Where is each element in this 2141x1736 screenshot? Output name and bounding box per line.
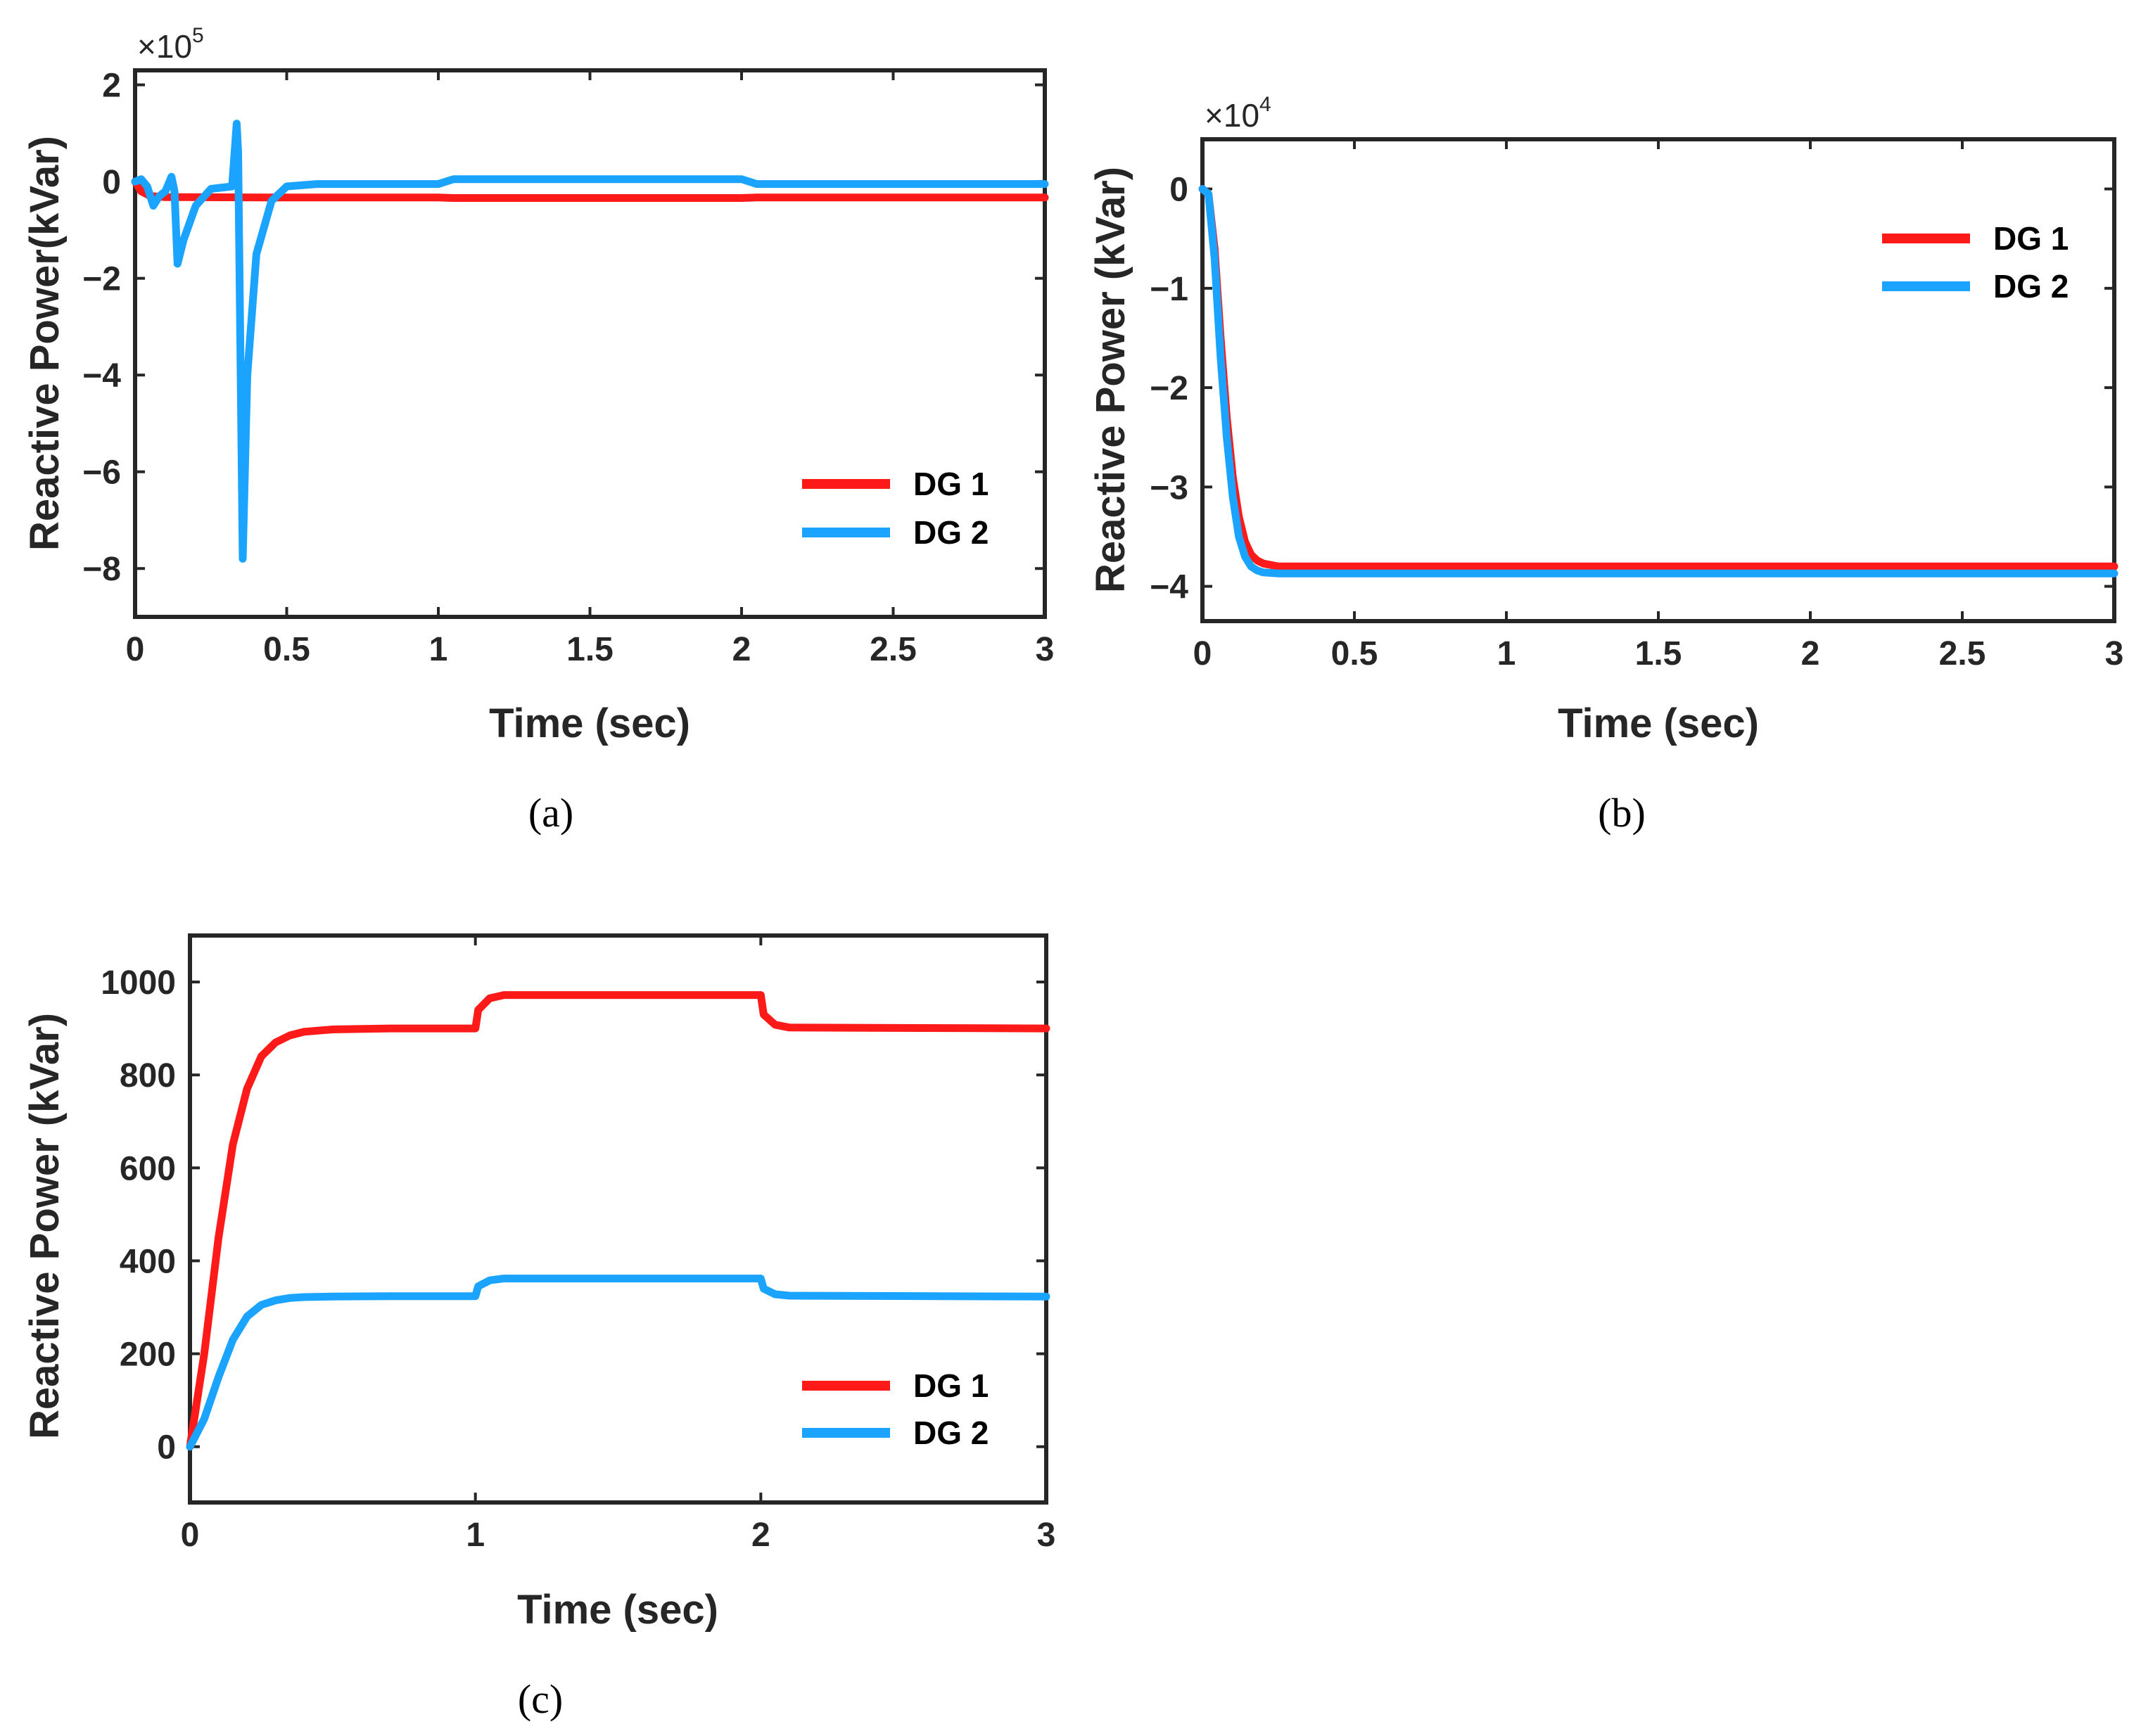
x-tick-label: 3	[1037, 1517, 1056, 1554]
y-ticks-c: 1000 800 600 400 200 0	[101, 964, 1046, 1467]
y-tick-label: −2	[82, 261, 121, 298]
x-tick-label: 0.5	[1331, 635, 1378, 672]
legend-label-dg1-b: DG 1	[1993, 220, 2069, 257]
x-tick-label: 1	[429, 631, 448, 668]
multiplier-a: ×105	[137, 24, 204, 65]
caption-a: (a)	[528, 790, 573, 836]
y-tick-label: −8	[82, 551, 121, 588]
series-line-dg1	[1198, 185, 2118, 570]
legend-c: DG 1 DG 2	[802, 1367, 989, 1451]
series-lines-b	[1198, 185, 2118, 577]
y-axis-label-c: Reactive Power (kVar)	[22, 1013, 68, 1439]
x-tick-label: 0	[181, 1517, 200, 1554]
x-tick-label: 0.5	[263, 631, 310, 668]
legend-a: DG 1 DG 2	[802, 466, 989, 551]
y-tick-label: −6	[82, 454, 121, 492]
y-ticks-b: 0 −1 −2 −3 −4	[1150, 172, 2114, 606]
multiplier-b: ×104	[1205, 93, 1271, 134]
legend-label-dg1-a: DG 1	[913, 466, 989, 502]
series-lines-c	[186, 991, 1050, 1451]
series-lines-a	[131, 120, 1049, 563]
y-tick-label: 0	[1169, 172, 1188, 209]
y-tick-label: −3	[1150, 469, 1188, 506]
x-tick-label: 3	[2105, 635, 2124, 672]
y-tick-label: 1000	[101, 964, 176, 1002]
x-ticks-a: 0 0.5 1 1.5 2 2.5 3	[126, 70, 1055, 668]
y-ticks-a: 2 0 −2 −4 −6 −8	[82, 68, 1045, 588]
x-tick-label: 1.5	[1635, 635, 1682, 672]
axes-frame-c	[188, 933, 1048, 1505]
legend-label-dg2-c: DG 2	[913, 1415, 989, 1451]
panel-b: 0 0.5 1 1.5 2 2.5 3 0−1−2−3−4 ×104 Time (sec) …	[1088, 93, 2123, 836]
series-line-dg1	[186, 991, 1050, 1451]
legend-label-dg2-a: DG 2	[913, 514, 989, 551]
y-tick-label: −2	[1150, 370, 1188, 407]
y-tick-label: 400	[120, 1243, 176, 1280]
x-tick-label: 2	[1801, 635, 1820, 672]
x-tick-label: 0	[1193, 635, 1212, 672]
x-tick-label: 2.5	[1939, 635, 1986, 672]
x-tick-label: 0	[126, 631, 145, 668]
y-tick-label: 0	[102, 164, 121, 201]
legend-label-dg1-c: DG 1	[913, 1367, 989, 1404]
x-ticks-c: 0 1 2 3	[181, 936, 1056, 1554]
y-tick-label: −1	[1150, 271, 1188, 308]
y-axis-label-a: Reactive Power(kVar)	[22, 136, 68, 551]
caption-c: (c)	[518, 1676, 563, 1722]
y-axis-label-b: Reactive Power (kVar)	[1088, 167, 1133, 593]
panel-a: 0 0.5 1 1.5 2 2.5 3 2 0 −2 −4 −6 −8 ×105 Time (sec)…	[22, 24, 1054, 836]
series-line-dg2	[131, 120, 1049, 563]
y-tick-label: 600	[120, 1150, 176, 1187]
series-line-dg2	[1198, 185, 2118, 577]
x-axis-label-b: Time (sec)	[1558, 701, 1759, 746]
x-tick-label: 1.5	[566, 631, 614, 668]
x-tick-label: 2.5	[870, 631, 917, 668]
x-axis-label-c: Time (sec)	[517, 1587, 718, 1633]
legend-label-dg2-b: DG 2	[1993, 268, 2069, 305]
y-tick-label: −4	[1150, 569, 1188, 606]
y-tick-label: 200	[120, 1336, 176, 1374]
caption-b: (b)	[1598, 790, 1646, 836]
axes-frame-a	[133, 68, 1047, 619]
x-axis-label-a: Time (sec)	[489, 701, 690, 746]
series-line-dg2	[186, 1275, 1050, 1451]
x-tick-label: 2	[732, 631, 751, 668]
y-tick-label: 0	[157, 1429, 176, 1467]
y-tick-label: −4	[82, 357, 121, 395]
x-tick-label: 1	[1497, 635, 1516, 672]
x-tick-label: 1	[466, 1517, 485, 1554]
legend-b: DG 1 DG 2	[1882, 220, 2069, 305]
panel-c: 0 1 2 3 1000 800 600 400 200 0 Time (sec) Reacti…	[22, 933, 1056, 1722]
x-tick-label: 3	[1036, 631, 1055, 668]
y-tick-label: 800	[120, 1057, 176, 1094]
x-ticks-b: 0 0.5 1 1.5 2 2.5 3	[1193, 139, 2124, 672]
y-tick-label: 2	[102, 68, 121, 105]
axes-frame-b	[1200, 137, 2116, 623]
x-tick-label: 2	[751, 1517, 770, 1554]
